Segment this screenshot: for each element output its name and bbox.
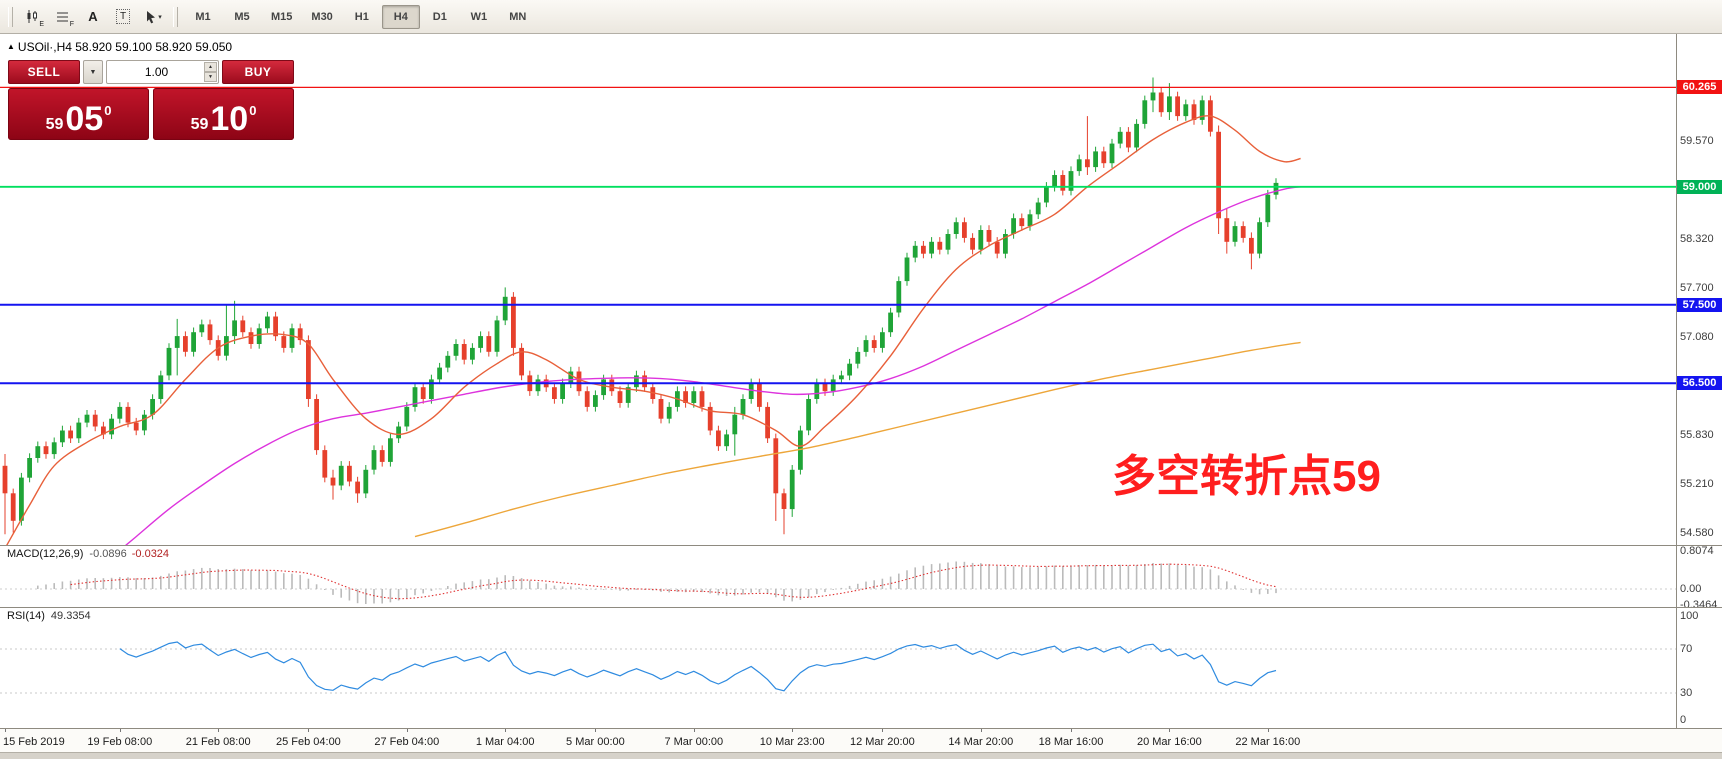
time-tick <box>1267 728 1269 732</box>
sell-button[interactable]: SELL <box>8 60 80 84</box>
macd-label: MACD(12,26,9) -0.0896 -0.0324 <box>7 548 169 560</box>
volume-step-down-button[interactable]: ▼ <box>204 72 217 82</box>
time-axis-label: 25 Feb 04:00 <box>275 736 341 748</box>
time-tick <box>119 728 121 732</box>
timeframe-button-w1[interactable]: W1 <box>470 10 488 23</box>
rsi-value: 49.3354 <box>50 610 91 622</box>
buy-button[interactable]: BUY <box>222 60 294 84</box>
volume-field: ▲ ▼ <box>106 60 219 84</box>
macd-main-value: -0.0896 <box>89 548 127 560</box>
rsi-label: RSI(14) 49.3354 <box>7 610 91 622</box>
time-tick <box>693 728 695 732</box>
time-axis-label: 18 Mar 16:00 <box>1038 736 1104 748</box>
macd-indicator-plot[interactable] <box>0 546 1676 607</box>
letter-t-icon: T <box>115 9 131 24</box>
grid-lines-icon <box>57 12 68 21</box>
sell-price-pips: 0 <box>104 103 112 118</box>
time-axis-label: 20 Mar 16:00 <box>1136 736 1202 748</box>
time-tick <box>406 728 408 732</box>
time-axis-label: 1 Mar 04:00 <box>475 736 535 748</box>
time-axis-label: 14 Mar 20:00 <box>948 736 1014 748</box>
buy-price-prefix: 59 <box>190 116 209 133</box>
time-tick <box>1169 728 1171 732</box>
sell-price-big: 05 <box>65 99 104 138</box>
template-e-label: E <box>39 20 44 28</box>
timeframe-button-mn[interactable]: MN <box>509 10 527 23</box>
time-axis-label: 27 Feb 04:00 <box>374 736 440 748</box>
chart-template-f-button[interactable]: F <box>49 4 77 30</box>
text-box-tool-button[interactable]: T <box>109 4 137 30</box>
time-axis-label: 7 Mar 00:00 <box>664 736 724 748</box>
time-tick <box>792 728 794 732</box>
collapse-arrow-icon: ▲ <box>7 42 15 51</box>
buy-price-display[interactable]: 59 10 0 <box>153 88 294 140</box>
buy-price-big: 10 <box>210 99 249 138</box>
macd-name: MACD(12,26,9) <box>7 548 84 560</box>
time-tick <box>980 728 982 732</box>
sell-price-prefix: 59 <box>45 116 64 133</box>
time-axis-label: 22 Mar 16:00 <box>1235 736 1301 748</box>
timeframe-button-h4[interactable]: H4 <box>381 4 420 29</box>
time-tick <box>505 728 507 732</box>
time-axis-label: 10 Mar 23:00 <box>759 736 825 748</box>
toolbar-grip[interactable] <box>8 6 13 27</box>
letter-a-icon: A <box>88 9 98 24</box>
time-axis-label: 12 Mar 20:00 <box>849 736 915 748</box>
candles-layer <box>2 77 1279 535</box>
toolbar-grip[interactable] <box>173 6 178 27</box>
chart-template-e-button[interactable]: E <box>19 4 47 30</box>
cursor-arrow-icon <box>147 10 156 23</box>
time-tick <box>595 728 597 732</box>
timeframe-button-m5[interactable]: M5 <box>234 10 250 23</box>
time-axis-label: 5 Mar 00:00 <box>566 736 625 748</box>
volume-step-up-button[interactable]: ▲ <box>204 62 217 72</box>
volume-stepper: ▲ ▼ <box>204 62 217 82</box>
candlestick-chart-icon <box>27 9 37 23</box>
main-chart-plot[interactable] <box>0 34 1676 545</box>
timeframe-button-m30[interactable]: M30 <box>311 10 333 23</box>
timeframe-button-group: M1 M5 M15 M30 H1 H4 D1 W1 MN <box>184 4 537 29</box>
time-axis-label: 19 Feb 08:00 <box>87 736 153 748</box>
buy-price-pips: 0 <box>249 103 257 118</box>
window-bottom-edge <box>0 752 1722 759</box>
template-f-label: F <box>69 20 74 28</box>
time-tick <box>5 728 6 732</box>
timeframe-button-d1[interactable]: D1 <box>432 10 447 23</box>
price-axis[interactable] <box>1676 34 1722 728</box>
time-tick <box>308 728 310 732</box>
time-tick <box>1071 728 1072 732</box>
toolbar: E F A T ▾ M1 M5 M15 M30 H1 H4 D1 W1 MN <box>0 0 1722 34</box>
rsi-name: RSI(14) <box>7 610 45 622</box>
sell-price-display[interactable]: 59 05 0 <box>8 88 149 140</box>
time-tick <box>218 728 220 732</box>
macd-signal-value: -0.0324 <box>131 548 170 560</box>
chart-symbol-header: ▲ USOil·,H4 58.920 59.100 58.920 59.050 <box>7 40 232 54</box>
chart-text-annotation[interactable]: 多空转折点59 <box>1112 452 1381 501</box>
time-axis-label: 15 Feb 2019 <box>3 736 65 748</box>
panel-separator[interactable] <box>0 607 1722 608</box>
timeframe-button-h1[interactable]: H1 <box>354 10 369 23</box>
time-tick <box>882 728 884 732</box>
text-label-tool-button[interactable]: A <box>79 4 107 30</box>
time-axis-label: 21 Feb 08:00 <box>185 736 251 748</box>
volume-dropdown-button[interactable]: ▼ <box>83 60 103 84</box>
cursor-tool-button[interactable]: ▾ <box>139 4 167 30</box>
volume-input[interactable] <box>107 61 218 83</box>
symbol-ohlc-text: USOil·,H4 58.920 59.100 58.920 59.050 <box>17 40 233 54</box>
rsi-indicator-plot[interactable] <box>0 608 1676 728</box>
timeframe-button-m15[interactable]: M15 <box>271 10 293 23</box>
panel-separator[interactable] <box>0 545 1722 546</box>
chevron-down-icon: ▾ <box>158 13 162 21</box>
timeframe-button-m1[interactable]: M1 <box>195 10 211 23</box>
panel-separator[interactable] <box>0 728 1722 729</box>
